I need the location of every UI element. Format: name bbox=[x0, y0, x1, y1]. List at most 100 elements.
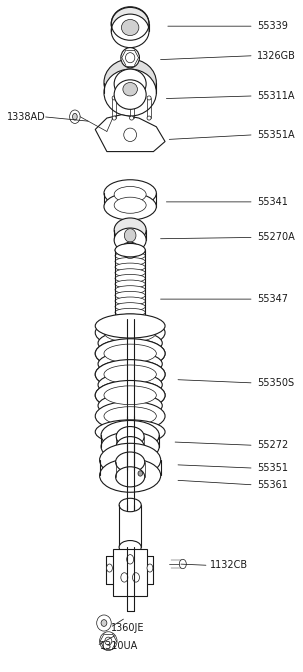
Ellipse shape bbox=[115, 320, 145, 328]
Ellipse shape bbox=[95, 420, 165, 444]
Ellipse shape bbox=[95, 318, 165, 347]
Ellipse shape bbox=[72, 114, 77, 120]
Ellipse shape bbox=[100, 444, 161, 477]
Ellipse shape bbox=[104, 407, 156, 425]
Ellipse shape bbox=[101, 620, 107, 626]
Ellipse shape bbox=[112, 96, 116, 100]
Ellipse shape bbox=[115, 263, 145, 271]
Ellipse shape bbox=[116, 467, 145, 487]
Ellipse shape bbox=[138, 471, 143, 476]
Ellipse shape bbox=[132, 573, 139, 582]
Text: 55272: 55272 bbox=[257, 440, 288, 450]
Ellipse shape bbox=[116, 452, 145, 472]
Ellipse shape bbox=[114, 80, 146, 110]
Ellipse shape bbox=[101, 421, 159, 450]
Ellipse shape bbox=[115, 292, 145, 300]
Ellipse shape bbox=[115, 302, 145, 310]
Ellipse shape bbox=[111, 14, 149, 48]
Text: 55270A: 55270A bbox=[257, 233, 295, 243]
Ellipse shape bbox=[107, 564, 112, 572]
Text: 1310UA: 1310UA bbox=[100, 641, 138, 650]
Ellipse shape bbox=[95, 401, 165, 431]
Ellipse shape bbox=[95, 339, 165, 368]
Ellipse shape bbox=[116, 427, 144, 447]
Ellipse shape bbox=[115, 286, 145, 294]
Ellipse shape bbox=[115, 280, 145, 288]
Ellipse shape bbox=[115, 274, 145, 282]
Text: 1326GB: 1326GB bbox=[257, 50, 295, 60]
Ellipse shape bbox=[130, 116, 134, 120]
Ellipse shape bbox=[114, 218, 146, 242]
Ellipse shape bbox=[122, 19, 139, 36]
Ellipse shape bbox=[95, 339, 165, 368]
Text: 1132CB: 1132CB bbox=[210, 560, 248, 571]
Text: 55347: 55347 bbox=[257, 294, 288, 304]
Polygon shape bbox=[95, 115, 165, 152]
Ellipse shape bbox=[114, 228, 146, 252]
Ellipse shape bbox=[115, 308, 145, 317]
Ellipse shape bbox=[115, 314, 145, 322]
Ellipse shape bbox=[95, 380, 165, 410]
Ellipse shape bbox=[97, 615, 111, 631]
Bar bbox=[113, 549, 147, 596]
Ellipse shape bbox=[104, 323, 156, 342]
Ellipse shape bbox=[104, 365, 156, 384]
Ellipse shape bbox=[125, 52, 135, 62]
Ellipse shape bbox=[95, 360, 165, 389]
Ellipse shape bbox=[179, 559, 186, 569]
Ellipse shape bbox=[115, 243, 145, 257]
Text: 55361: 55361 bbox=[257, 480, 288, 490]
Ellipse shape bbox=[130, 96, 134, 100]
Ellipse shape bbox=[95, 314, 165, 338]
Ellipse shape bbox=[114, 186, 146, 202]
Ellipse shape bbox=[100, 632, 117, 650]
Ellipse shape bbox=[98, 331, 162, 355]
Text: 55350S: 55350S bbox=[257, 378, 294, 388]
Ellipse shape bbox=[98, 394, 162, 418]
Ellipse shape bbox=[104, 193, 156, 220]
Ellipse shape bbox=[112, 116, 116, 120]
Ellipse shape bbox=[104, 59, 156, 106]
Ellipse shape bbox=[70, 110, 80, 124]
Text: 55311A: 55311A bbox=[257, 91, 294, 101]
Ellipse shape bbox=[115, 246, 145, 254]
Ellipse shape bbox=[115, 323, 145, 336]
Text: 1338AD: 1338AD bbox=[6, 112, 45, 122]
Ellipse shape bbox=[121, 48, 139, 68]
Ellipse shape bbox=[127, 554, 134, 564]
Ellipse shape bbox=[119, 498, 141, 511]
Text: 55339: 55339 bbox=[257, 22, 288, 31]
Ellipse shape bbox=[104, 69, 156, 116]
Ellipse shape bbox=[122, 242, 139, 258]
Ellipse shape bbox=[116, 437, 144, 457]
Ellipse shape bbox=[124, 228, 136, 242]
Ellipse shape bbox=[105, 637, 112, 645]
Ellipse shape bbox=[104, 344, 156, 363]
Ellipse shape bbox=[104, 365, 156, 384]
Ellipse shape bbox=[95, 380, 165, 410]
Text: 55351A: 55351A bbox=[257, 130, 294, 140]
Ellipse shape bbox=[101, 432, 159, 462]
Ellipse shape bbox=[124, 128, 137, 142]
Ellipse shape bbox=[100, 459, 161, 493]
Ellipse shape bbox=[115, 257, 145, 265]
Ellipse shape bbox=[104, 179, 156, 206]
Ellipse shape bbox=[147, 564, 153, 572]
Ellipse shape bbox=[111, 7, 149, 41]
Ellipse shape bbox=[147, 96, 151, 100]
Ellipse shape bbox=[104, 386, 156, 405]
Ellipse shape bbox=[104, 386, 156, 405]
Ellipse shape bbox=[121, 573, 128, 582]
Ellipse shape bbox=[115, 325, 145, 333]
Text: 55341: 55341 bbox=[257, 197, 288, 207]
Ellipse shape bbox=[119, 540, 141, 554]
Ellipse shape bbox=[147, 116, 151, 120]
Ellipse shape bbox=[114, 197, 146, 213]
Ellipse shape bbox=[115, 269, 145, 277]
Text: 55351: 55351 bbox=[257, 463, 288, 473]
Ellipse shape bbox=[95, 360, 165, 389]
Ellipse shape bbox=[114, 69, 146, 99]
Text: 1360JE: 1360JE bbox=[111, 623, 145, 633]
Ellipse shape bbox=[98, 373, 162, 397]
Ellipse shape bbox=[104, 344, 156, 363]
